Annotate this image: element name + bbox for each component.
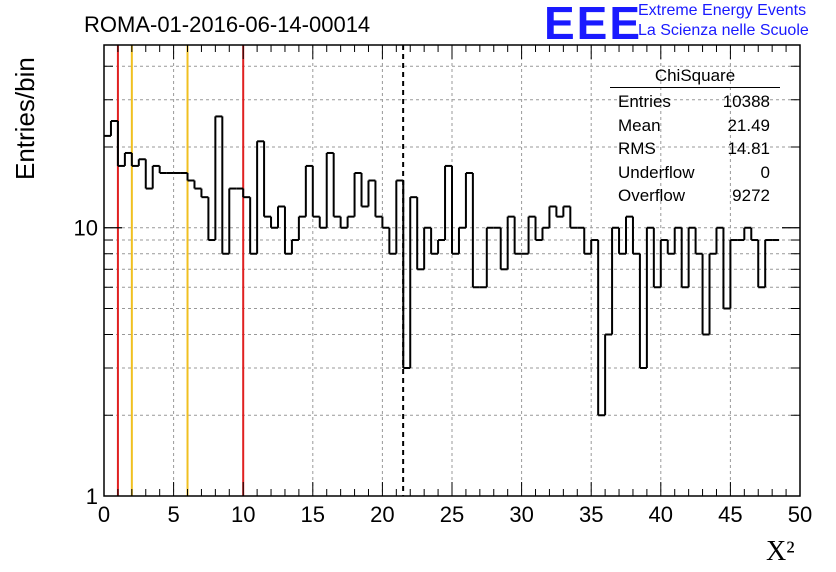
reference-lines (116, 45, 405, 496)
stats-label: Mean (618, 115, 661, 135)
stats-value: 9272 (732, 186, 770, 205)
x-tick-label: 0 (98, 502, 110, 527)
stats-row: Entries 10388 (610, 90, 780, 114)
axis-ticks (103, 45, 801, 497)
y-tick-label: 10 (74, 216, 98, 241)
stats-label: Entries (618, 92, 671, 111)
stats-value: 10388 (722, 92, 770, 111)
stats-row: Underflow 0 (610, 161, 780, 185)
stats-label: Underflow (618, 162, 695, 182)
logo-mark: EEE (544, 0, 643, 49)
stats-row: Overflow 9272 (610, 184, 780, 208)
stats-title: ChiSquare (610, 66, 780, 88)
x-tick-label: 15 (301, 502, 325, 527)
logo-line-2: La Scienza nelle Scuole (638, 22, 809, 39)
x-tick-label: 25 (440, 502, 464, 527)
tick-labels: 0 5 10 15 20 25 30 35 40 45 50 1 10 (74, 216, 813, 527)
x-tick-label: 5 (167, 502, 179, 527)
x-tick-label: 10 (231, 502, 255, 527)
x-tick-label: 45 (718, 502, 742, 527)
x-tick-label: 20 (370, 502, 394, 527)
stats-label: Overflow (618, 186, 686, 205)
eee-logo: EEE Extreme Energy Events La Scienza nel… (540, 0, 836, 49)
x-tick-label: 50 (788, 502, 812, 527)
logo-line-1: Extreme Energy Events (638, 2, 807, 19)
stats-box: ChiSquare Entries 10388 Mean 21.49 RMS 14.8… (610, 66, 780, 208)
y-tick-label: 1 (86, 484, 98, 509)
y-axis-label: Entries/bin (10, 57, 40, 180)
stats-value: 21.49 (727, 115, 770, 135)
x-tick-label: 35 (579, 502, 603, 527)
stats-value: 14.81 (727, 139, 770, 158)
stats-value: 0 (760, 162, 770, 182)
x-tick-label: 40 (649, 502, 673, 527)
histogram-series (104, 115, 780, 417)
stats-row: Mean 21.49 (610, 114, 780, 138)
stats-row: RMS 14.81 (610, 137, 780, 161)
stats-label: RMS (618, 139, 656, 158)
chart-title: ROMA-01-2016-06-14-00014 (84, 12, 371, 37)
x-tick-label: 30 (509, 502, 533, 527)
x-axis-label: X² (766, 536, 795, 567)
